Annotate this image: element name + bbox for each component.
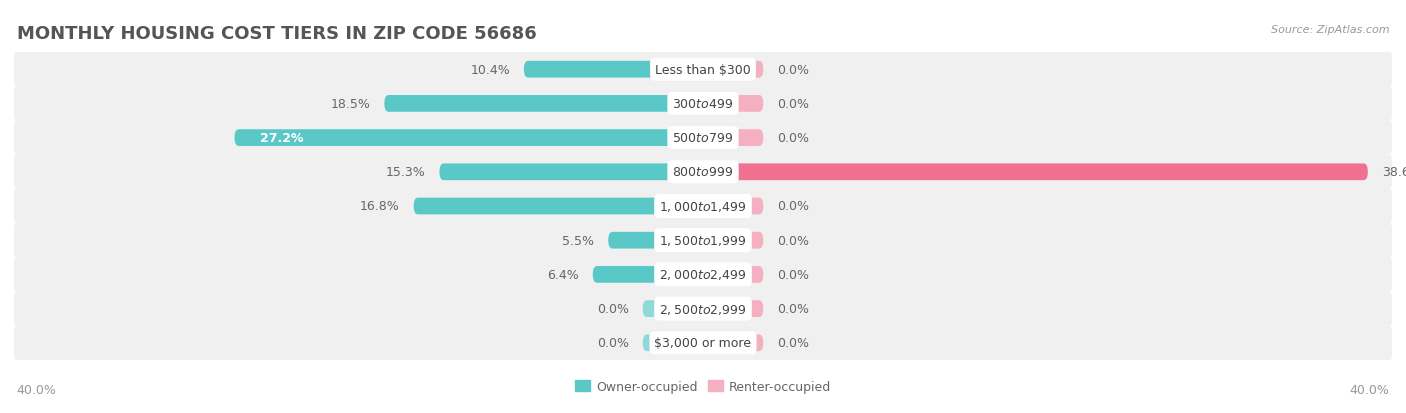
FancyBboxPatch shape [703, 301, 763, 317]
Text: 40.0%: 40.0% [17, 384, 56, 396]
FancyBboxPatch shape [14, 292, 1392, 326]
Legend: Owner-occupied, Renter-occupied: Owner-occupied, Renter-occupied [569, 375, 837, 398]
Text: 40.0%: 40.0% [1350, 384, 1389, 396]
FancyBboxPatch shape [593, 266, 703, 283]
Text: 0.0%: 0.0% [778, 234, 808, 247]
Text: $800 to $999: $800 to $999 [672, 166, 734, 179]
Text: Less than $300: Less than $300 [655, 64, 751, 76]
FancyBboxPatch shape [384, 96, 703, 112]
Text: 0.0%: 0.0% [778, 200, 808, 213]
FancyBboxPatch shape [703, 96, 763, 112]
Text: 18.5%: 18.5% [330, 97, 371, 111]
FancyBboxPatch shape [235, 130, 703, 147]
FancyBboxPatch shape [14, 87, 1392, 121]
Text: 0.0%: 0.0% [778, 268, 808, 281]
FancyBboxPatch shape [524, 62, 703, 78]
Text: $3,000 or more: $3,000 or more [655, 337, 751, 349]
Text: 6.4%: 6.4% [547, 268, 579, 281]
FancyBboxPatch shape [14, 326, 1392, 360]
FancyBboxPatch shape [643, 301, 703, 317]
FancyBboxPatch shape [703, 164, 1368, 181]
Text: 27.2%: 27.2% [260, 132, 304, 145]
FancyBboxPatch shape [14, 258, 1392, 292]
Text: Source: ZipAtlas.com: Source: ZipAtlas.com [1271, 25, 1389, 35]
Text: 0.0%: 0.0% [598, 302, 628, 316]
Text: 5.5%: 5.5% [562, 234, 595, 247]
Text: 0.0%: 0.0% [778, 302, 808, 316]
FancyBboxPatch shape [703, 130, 763, 147]
FancyBboxPatch shape [703, 198, 763, 215]
Text: $500 to $799: $500 to $799 [672, 132, 734, 145]
Text: $1,500 to $1,999: $1,500 to $1,999 [659, 234, 747, 248]
FancyBboxPatch shape [14, 190, 1392, 223]
FancyBboxPatch shape [413, 198, 703, 215]
Text: $1,000 to $1,499: $1,000 to $1,499 [659, 199, 747, 214]
Text: 10.4%: 10.4% [471, 64, 510, 76]
Text: 0.0%: 0.0% [778, 337, 808, 349]
Text: 0.0%: 0.0% [778, 97, 808, 111]
FancyBboxPatch shape [609, 232, 703, 249]
Text: 0.0%: 0.0% [778, 64, 808, 76]
FancyBboxPatch shape [703, 62, 763, 78]
Text: 0.0%: 0.0% [598, 337, 628, 349]
Text: 15.3%: 15.3% [387, 166, 426, 179]
Text: $2,000 to $2,499: $2,000 to $2,499 [659, 268, 747, 282]
Text: MONTHLY HOUSING COST TIERS IN ZIP CODE 56686: MONTHLY HOUSING COST TIERS IN ZIP CODE 5… [17, 25, 537, 43]
Text: 16.8%: 16.8% [360, 200, 399, 213]
Text: $300 to $499: $300 to $499 [672, 97, 734, 111]
Text: $2,500 to $2,999: $2,500 to $2,999 [659, 302, 747, 316]
Text: 0.0%: 0.0% [778, 132, 808, 145]
FancyBboxPatch shape [643, 335, 703, 351]
FancyBboxPatch shape [703, 266, 763, 283]
FancyBboxPatch shape [703, 335, 763, 351]
FancyBboxPatch shape [14, 121, 1392, 155]
FancyBboxPatch shape [14, 155, 1392, 190]
FancyBboxPatch shape [14, 223, 1392, 258]
FancyBboxPatch shape [14, 53, 1392, 87]
FancyBboxPatch shape [440, 164, 703, 181]
FancyBboxPatch shape [703, 232, 763, 249]
Text: 38.6%: 38.6% [1382, 166, 1406, 179]
